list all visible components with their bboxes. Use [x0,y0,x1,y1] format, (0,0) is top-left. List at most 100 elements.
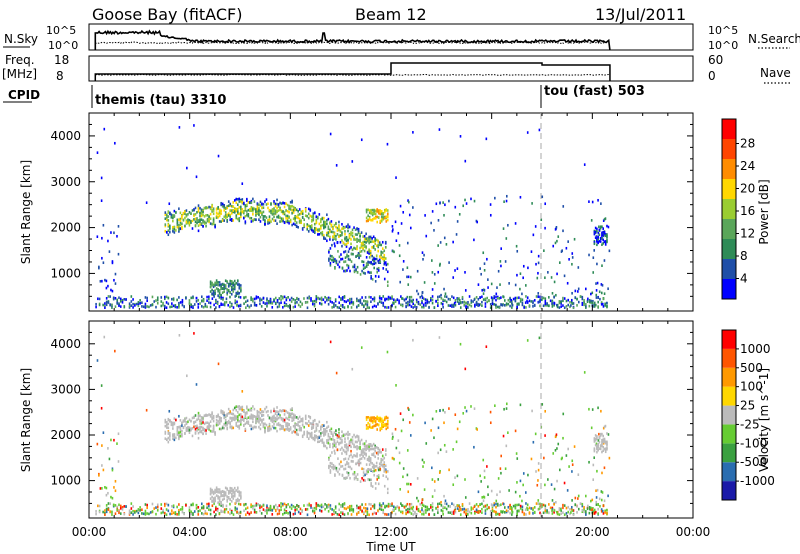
velocity-cell [604,424,607,428]
power-cell [172,225,174,229]
power-cell [181,298,184,302]
velocity-cell [289,505,291,509]
power-cell [246,214,248,217]
velocity-cell [217,420,219,423]
velocity-cell [229,486,232,490]
power-cell [209,212,212,216]
power-cell [553,280,556,284]
power-cell [217,212,219,216]
velocity-cell [590,508,592,511]
power-cell [527,266,529,270]
power-cell [245,306,247,310]
velocity-cell [288,414,290,417]
power-cell [348,302,351,305]
colorbar-tick-label: 8 [740,249,748,263]
velocity-cell [412,413,414,417]
power-cell [555,293,557,297]
velocity-cell [294,424,296,427]
power-cell [146,296,148,300]
power-cell [470,301,473,304]
power-cell [233,287,236,291]
velocity-cell [170,423,173,427]
velocity-cell [256,410,259,414]
velocity-cell [486,465,488,468]
velocity-cell [169,419,171,422]
velocity-cell [415,507,418,511]
velocity-cell [327,441,330,445]
velocity-cell [379,416,382,420]
velocity-cell [363,451,366,455]
power-cell [211,283,213,287]
power-cell [474,303,476,307]
power-cell [544,302,547,306]
velocity-cell [373,469,375,473]
power-cell [197,306,200,309]
velocity-cell [243,417,245,421]
power-cell [259,215,262,219]
velocity-cell [329,471,332,474]
power-cell [391,295,393,298]
power-cell [236,197,239,201]
velocity-cell [544,409,547,413]
velocity-cell [218,496,221,499]
velocity-cell [572,513,575,517]
power-cell [368,218,371,221]
power-cell [288,215,290,219]
velocity-cell [310,506,312,509]
power-cell [190,303,193,307]
velocity-cell [250,505,252,509]
velocity-cell [188,506,191,509]
power-cell [430,296,432,300]
power-cell [217,154,220,158]
power-cell [237,295,240,299]
power-cell [241,198,244,201]
velocity-cell [391,432,394,436]
velocity-cell [380,422,383,426]
power-cell [368,295,370,299]
velocity-cell [409,483,412,486]
velocity-cell [223,490,225,494]
velocity-cell [227,421,230,425]
velocity-cell [454,413,457,416]
velocity-cell [220,492,222,495]
velocity-cell [426,505,429,509]
velocity-cell [258,410,260,414]
velocity-cell [144,509,147,513]
velocity-cell [489,513,492,516]
power-cell [372,240,375,243]
power-cell [379,219,382,223]
power-cell [583,163,586,166]
power-cell [197,298,200,302]
velocity-cell [595,510,597,514]
velocity-cell [292,424,295,428]
velocity-cell [247,422,250,425]
power-cell [191,209,194,212]
power-cell [335,261,338,265]
power-cell [169,224,171,228]
power-cell [190,212,192,215]
velocity-cell [382,508,385,512]
velocity-cell [224,424,227,427]
velocity-cell [474,512,476,515]
velocity-cell [376,478,379,481]
velocity-cell [224,418,227,422]
velocity-cell [261,410,263,414]
power-cell [540,296,543,299]
power-cell [574,296,577,299]
velocity-cell [360,453,363,456]
velocity-cell [171,509,173,512]
power-cell [193,303,196,306]
velocity-cell [499,467,502,470]
velocity-cell [111,513,113,516]
power-cell [200,305,203,308]
velocity-cell [496,493,498,497]
power-cell [211,205,213,209]
velocity-cell [206,425,209,428]
velocity-cell [593,440,596,443]
power-cell [494,303,497,307]
velocity-cell [392,435,394,439]
velocity-cell [291,416,293,420]
power-cell [559,300,562,304]
power-cell [333,304,335,307]
